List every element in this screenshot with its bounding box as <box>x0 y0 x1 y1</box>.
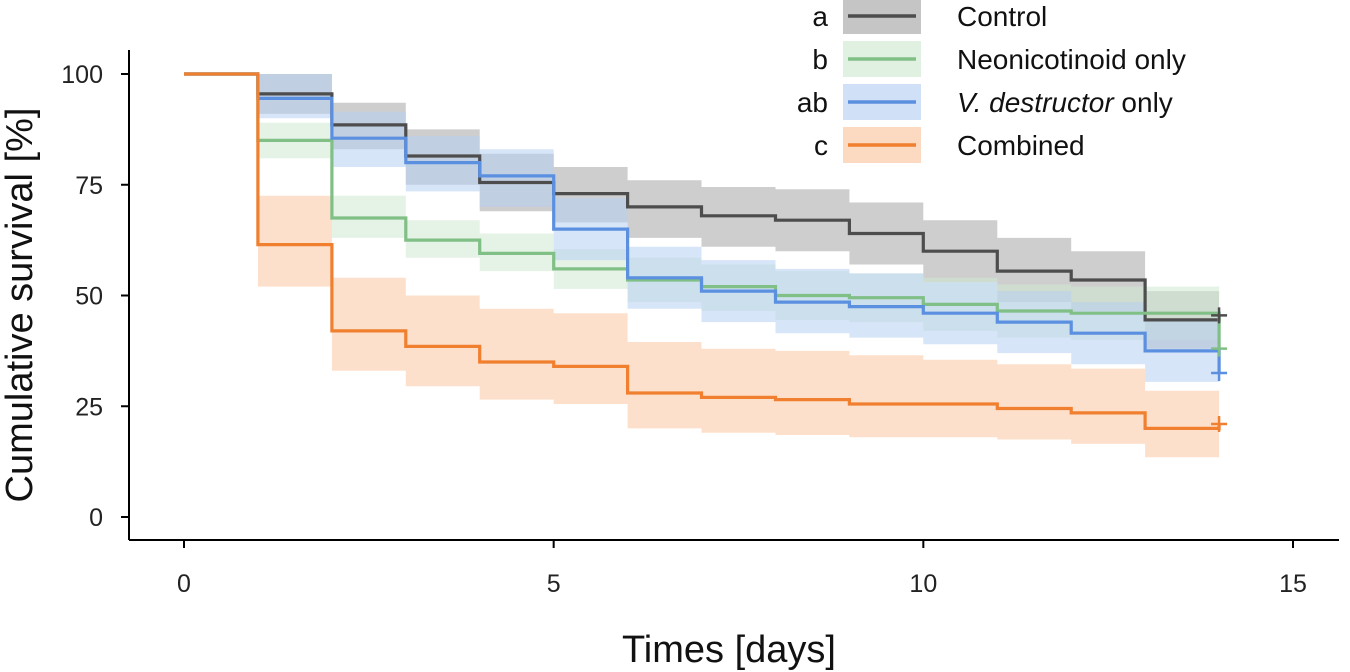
combined-survival-line <box>184 72 1221 430</box>
y-tick-label-75: 75 <box>75 172 103 200</box>
combined-confidence-band <box>184 74 1220 458</box>
y-tick-label-0: 0 <box>89 504 103 532</box>
legend-letter-v-destructor-only: ab <box>797 87 828 118</box>
legend-label-italic-part: V. destructor <box>957 87 1115 118</box>
legend: a Control b Neonicotinoid only ab V. destruct… <box>797 0 1186 163</box>
legend-letter-combined: c <box>814 130 828 161</box>
x-tick-label-10: 10 <box>909 570 937 598</box>
y-tick-label-50: 50 <box>75 283 103 311</box>
y-axis-title: Cumulative survival [%] <box>0 108 41 503</box>
legend-label-neonicotinoid-only: Neonicotinoid only <box>957 44 1186 75</box>
control-censor-mark <box>1211 307 1228 324</box>
legend-label-v-destructor-only: V. destructor only <box>957 87 1173 118</box>
y-ticks: 0 25 50 75 100 <box>61 61 129 532</box>
y-tick-label-25: 25 <box>75 393 103 421</box>
legend-letter-neonicotinoid-only: b <box>812 44 828 75</box>
legend-label-rest-part: only <box>1114 87 1173 118</box>
censor-marks <box>1211 307 1228 432</box>
x-axis-title: Times [days] <box>622 629 836 671</box>
x-tick-label-5: 5 <box>547 570 561 598</box>
survival-lines <box>184 72 1221 430</box>
v-destructor-only-survival-line <box>184 72 1221 373</box>
y-tick-label-100: 100 <box>61 61 103 89</box>
x-tick-label-0: 0 <box>177 570 191 598</box>
legend-label-control: Control <box>957 1 1047 32</box>
combined-censor-mark <box>1211 415 1228 432</box>
v-destructor-only-censor-mark <box>1211 365 1228 382</box>
control-survival-line <box>184 72 1221 322</box>
x-tick-label-15: 15 <box>1279 570 1307 598</box>
legend-letter-control: a <box>812 1 828 32</box>
x-ticks: 0 5 10 15 <box>177 540 1307 598</box>
legend-label-combined: Combined <box>957 130 1085 161</box>
neonicotinoid-only-censor-mark <box>1211 340 1228 357</box>
